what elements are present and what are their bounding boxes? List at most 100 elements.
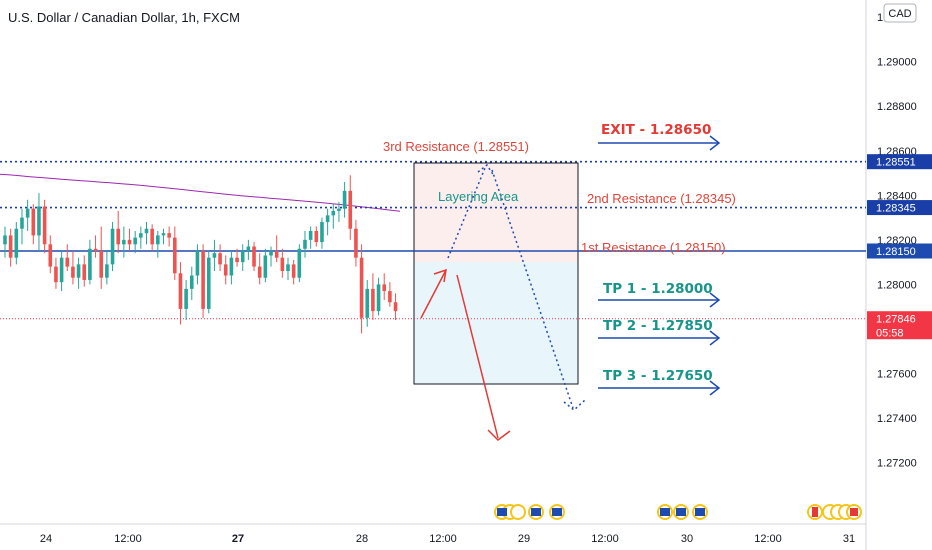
candle-body (82, 264, 87, 280)
candle-body (342, 190, 347, 209)
tp1-arrow (598, 292, 721, 308)
candle-body (71, 266, 75, 278)
price-tick-label: 1.27200 (877, 458, 917, 470)
currency-badge-text: CAD (888, 8, 911, 20)
candle-body (280, 257, 285, 272)
event-flags-29[interactable] (494, 504, 565, 520)
candle-body (354, 228, 358, 258)
time-tick-label: 12:00 (754, 533, 782, 545)
resistance-1-label: 1st Resistance (1.28150) (581, 240, 726, 255)
candle-body (303, 239, 307, 249)
time-tick-label: 27 (232, 533, 244, 545)
candle-body (218, 253, 222, 265)
chart-title: U.S. Dollar / Canadian Dollar, 1h, FXCM (8, 10, 240, 25)
candle-body (235, 257, 239, 263)
candle-body (42, 206, 47, 245)
candle-body (167, 233, 171, 238)
candle-body (105, 264, 109, 278)
tp2-label: TP 2 - 1.27850 (603, 318, 713, 334)
candle-body (337, 208, 341, 211)
projection-down-dotted (491, 169, 574, 409)
candle-body (376, 284, 381, 312)
event-flags-31[interactable] (807, 504, 862, 520)
up-arrow-head (433, 268, 447, 283)
time-tick-label: 28 (356, 533, 368, 545)
candle-body (3, 235, 7, 245)
candle-body (371, 288, 375, 312)
price-tick-label: 1.27600 (877, 369, 917, 381)
candle-body (286, 264, 290, 272)
us-flag-icon (660, 508, 670, 516)
down-arrow-line (456, 274, 499, 439)
candle-body (139, 233, 143, 238)
candle-body (252, 246, 256, 267)
r2-price-tag: 1.28345 (867, 200, 932, 216)
candle-body (388, 291, 392, 303)
candle-body (14, 228, 19, 258)
time-tick-label: 24 (40, 533, 52, 545)
candle-body (54, 266, 58, 283)
price-tick-label: 1.28800 (877, 101, 917, 113)
layering-box[interactable] (413, 162, 579, 385)
exit-label: EXIT - 1.28650 (601, 122, 711, 138)
up-arrow-line (420, 269, 447, 319)
us-flag-icon (552, 508, 562, 516)
tp1-label: TP 1 - 1.28000 (603, 281, 713, 297)
candle-body (110, 228, 115, 265)
candle-body (325, 215, 330, 223)
r1-price-tag-text: 1.28150 (876, 246, 916, 258)
candle-body (308, 230, 313, 240)
currency-badge[interactable]: CAD (883, 3, 917, 23)
time-tick-label: 29 (518, 533, 530, 545)
resistance-3-label: 3rd Resistance (1.28551) (383, 139, 529, 154)
candle-body (359, 257, 364, 318)
price-axis[interactable]: 1.292001.290001.288001.286001.284001.282… (877, 12, 917, 469)
candle-body (269, 251, 273, 256)
candle-body (223, 264, 228, 276)
canada-flag-icon (850, 508, 858, 516)
candle-body (8, 235, 13, 258)
time-tick-label: 12:00 (429, 533, 457, 545)
candle-body (59, 257, 64, 283)
candle-body (195, 251, 200, 276)
candle-body (133, 237, 137, 245)
price-tick-label: 1.27400 (877, 413, 917, 425)
candle-body (297, 248, 302, 278)
canada-flag-icon (812, 507, 818, 517)
r3-price-tag: 1.28551 (867, 154, 932, 170)
tp3-arrow (598, 380, 721, 396)
us-flag-icon (497, 508, 507, 516)
r1-price-tag: 1.28150 (867, 243, 932, 259)
us-flag-icon (695, 508, 705, 516)
candle-body (246, 246, 251, 251)
candle-body (76, 264, 81, 278)
candle-body (382, 284, 387, 292)
candle-body (320, 222, 324, 243)
candle-body (93, 248, 98, 251)
resistance-zone (414, 163, 578, 262)
tp2-arrow (598, 330, 721, 346)
us-flag-icon (676, 508, 686, 516)
r2-price-tag-text: 1.28345 (876, 203, 916, 215)
tp3-label: TP 3 - 1.27650 (603, 368, 713, 384)
candle-body (25, 208, 30, 218)
price-tick-label: 1.29000 (877, 57, 917, 69)
candle-body (229, 257, 234, 276)
candle-body (122, 239, 126, 245)
candle-body (189, 275, 194, 289)
candle-body (331, 210, 336, 216)
time-tick-label: 31 (843, 533, 855, 545)
down-arrow-head (487, 429, 511, 441)
candle-body (314, 230, 319, 243)
candle-body (201, 251, 205, 309)
candle-body (393, 302, 398, 312)
candle-body (206, 257, 211, 309)
candle-body (65, 257, 70, 267)
candle-body (240, 251, 245, 263)
time-tick-label: 30 (681, 533, 693, 545)
candle-body (88, 248, 92, 280)
event-flags-30[interactable] (657, 504, 708, 520)
time-tick-label: 12:00 (114, 533, 142, 545)
